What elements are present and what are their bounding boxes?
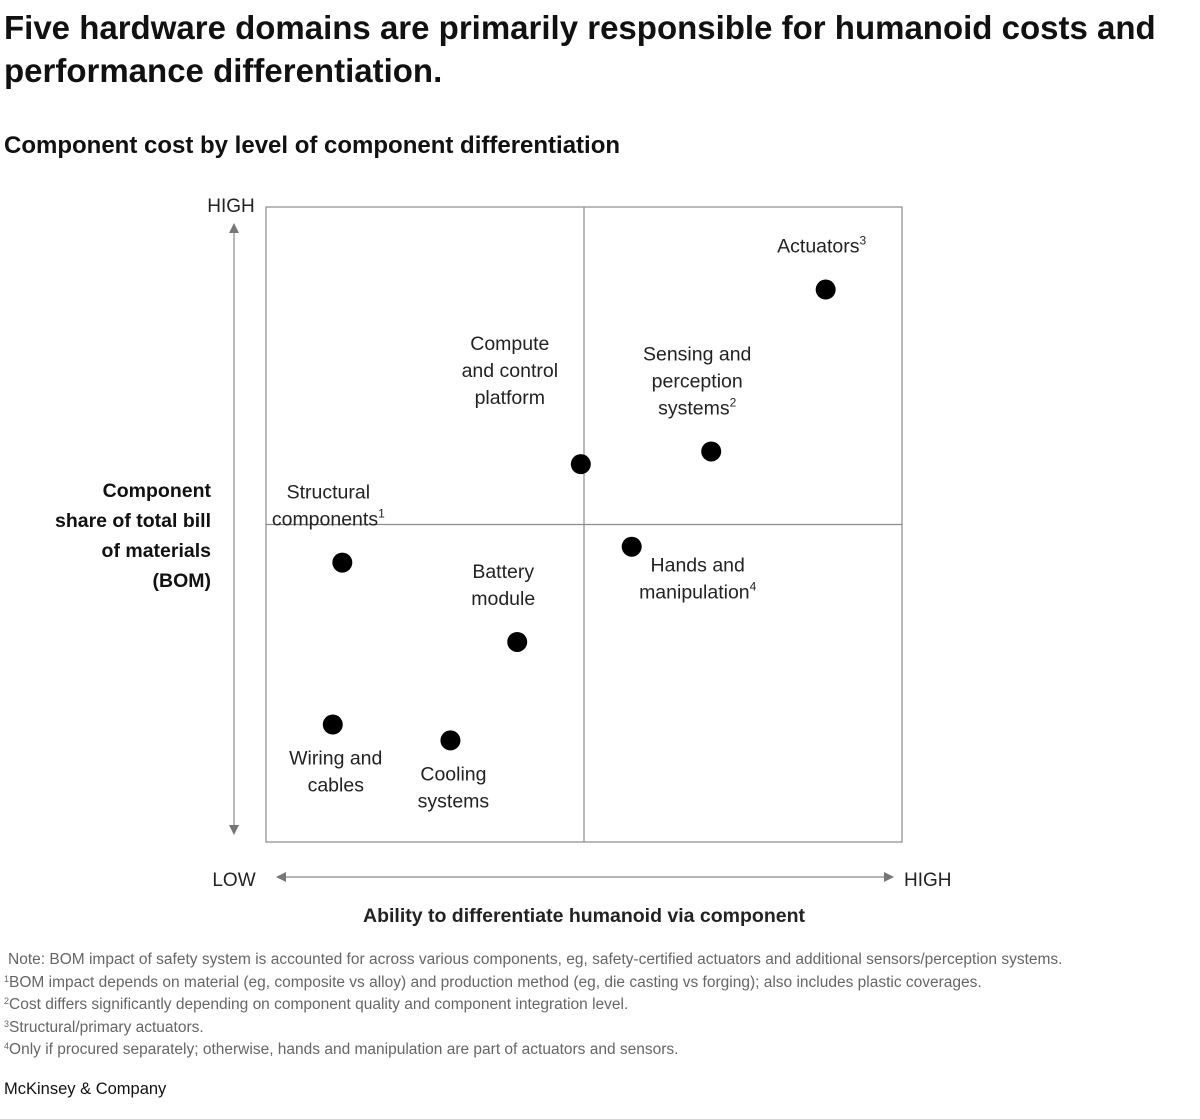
point-label-line: module [471,588,535,610]
point-label-line: cables [308,775,365,797]
footnote-text: Structural/primary actuators. [9,1018,204,1036]
footnote-mark: 3 [4,1018,10,1029]
x-axis-high-label: HIGH [904,870,952,891]
y-axis-high-label: HIGH [207,196,255,217]
point-label-footnote-mark: 4 [750,580,757,594]
footnote-mark: 1 [4,973,10,984]
x-axis-low-label: LOW [212,870,255,891]
footnote-mark: 2 [4,996,10,1006]
point-label-line: Actuators [777,236,860,258]
point-label-line: and control [462,360,558,382]
y-axis-title-line: share of total bill [55,510,211,532]
point-label-line: manipulation [639,582,750,604]
footnote-mark: 4 [4,1041,10,1051]
point-label-line: perception [652,370,743,392]
point-label: Structural components1 [272,482,385,531]
footnote-text: Note: BOM impact of safety system is acc… [8,951,1063,968]
footnote: 1BOM impact depends on material (eg, com… [4,970,1194,993]
point-label: Wiring and cables [289,748,382,797]
data-point [440,730,461,751]
point-label-line: systems [418,790,490,812]
data-point [701,441,722,462]
point-label-line: platform [475,387,545,409]
footnote-text: Only if procured separately; otherwise, … [9,1041,679,1058]
brand-name: McKinsey & Company [4,1080,167,1098]
point-label-line: components [272,509,378,531]
footnote-text: BOM impact depends on material (eg, comp… [9,973,982,991]
axes: HIGH LOW HIGH Ability to differentiate huma… [55,196,952,927]
quadrant-chart: HIGH LOW HIGH Ability to differentiate huma… [55,196,952,927]
y-axis-title-line: (BOM) [153,570,211,592]
footnote: Note: BOM impact of safety system is acc… [4,950,1194,970]
point-label-line: Structural [287,482,370,504]
point-label: Cooling systems [418,763,490,812]
footnotes: Note: BOM impact of safety system is acc… [4,950,1194,1060]
point-label: Actuators3 [777,234,866,258]
point-label: Sensing and perception systems2 [643,343,751,419]
data-point [507,631,528,652]
chart-title: Five hardware domains are primarily resp… [4,9,1156,89]
footnote: 2Cost differs significantly depending on… [4,992,1194,1015]
point-label-footnote-mark: 2 [730,395,737,409]
point-label-line: systems [658,397,730,419]
chart-subtitle: Component cost by level of component dif… [4,132,621,159]
point-label-line: Hands and [651,555,745,577]
plot-frame [265,206,903,843]
data-point [570,454,591,475]
point-label-line: Compute [470,333,549,355]
data-point [815,279,836,300]
point-label-line: Sensing and [643,343,751,365]
data-point [332,552,353,573]
point-label-line: Wiring and [289,748,382,770]
footnote-text: Cost differs significantly depending on … [9,996,629,1013]
point-label: Battery module [471,561,535,610]
data-point [322,714,343,735]
y-axis-title: Component share of total bill of materials… [55,480,212,592]
point-label-footnote-mark: 1 [378,507,385,521]
data-point [621,536,642,557]
point-label-line: Cooling [420,763,486,785]
footnote: 3Structural/primary actuators. [4,1015,1194,1038]
point-label-line: Battery [472,561,534,583]
point-label: Compute and control platform [462,333,558,409]
footnote: 4Only if procured separately; otherwise,… [4,1037,1194,1060]
y-axis-title-line: Component [103,480,212,502]
point-label-footnote-mark: 3 [860,234,867,248]
y-axis-title-line: of materials [102,540,212,562]
x-axis-title: Ability to differentiate humanoid via co… [363,905,806,927]
point-label: Hands and manipulation4 [639,555,757,604]
